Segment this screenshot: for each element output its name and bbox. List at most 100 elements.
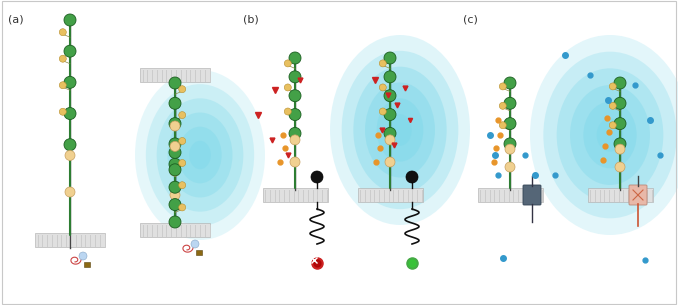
Circle shape (191, 240, 199, 248)
Ellipse shape (157, 98, 243, 212)
Circle shape (384, 127, 396, 139)
Circle shape (169, 158, 181, 170)
Bar (588, 188, 652, 202)
Text: (b): (b) (243, 14, 259, 24)
Circle shape (59, 29, 66, 36)
Circle shape (289, 127, 301, 139)
Circle shape (379, 108, 386, 115)
Ellipse shape (543, 52, 677, 218)
Ellipse shape (135, 70, 265, 240)
Bar (262, 188, 327, 202)
Circle shape (385, 157, 395, 167)
Circle shape (289, 71, 301, 83)
Circle shape (384, 90, 396, 102)
Circle shape (504, 97, 516, 109)
Circle shape (64, 14, 76, 26)
Ellipse shape (365, 82, 435, 178)
Circle shape (179, 86, 186, 93)
Circle shape (65, 150, 75, 160)
Circle shape (379, 84, 386, 91)
Circle shape (610, 102, 616, 109)
Circle shape (64, 45, 76, 57)
Circle shape (169, 146, 181, 158)
Circle shape (170, 121, 180, 131)
Circle shape (610, 122, 616, 129)
Circle shape (289, 109, 301, 120)
Circle shape (289, 90, 301, 102)
Circle shape (179, 112, 186, 119)
Circle shape (284, 84, 292, 91)
Circle shape (59, 82, 66, 89)
Circle shape (610, 83, 616, 90)
Circle shape (289, 52, 301, 64)
Circle shape (290, 135, 300, 145)
Circle shape (614, 97, 626, 109)
Circle shape (64, 139, 76, 151)
Circle shape (384, 109, 396, 120)
Ellipse shape (178, 127, 222, 183)
Ellipse shape (146, 84, 254, 226)
Circle shape (179, 138, 186, 145)
Circle shape (170, 190, 180, 200)
Circle shape (615, 162, 625, 172)
FancyBboxPatch shape (629, 185, 647, 205)
Ellipse shape (330, 35, 470, 225)
Ellipse shape (570, 85, 650, 185)
Ellipse shape (342, 51, 458, 209)
Circle shape (311, 171, 323, 183)
Circle shape (64, 76, 76, 88)
Circle shape (59, 55, 66, 62)
Circle shape (290, 157, 300, 167)
Circle shape (179, 204, 186, 211)
Bar (140, 223, 210, 237)
Bar (84, 262, 90, 267)
Circle shape (65, 187, 75, 197)
Ellipse shape (189, 141, 211, 169)
Circle shape (64, 108, 76, 120)
Circle shape (406, 171, 418, 183)
Circle shape (504, 118, 516, 130)
Bar (140, 68, 210, 82)
FancyBboxPatch shape (523, 185, 541, 205)
Circle shape (385, 135, 395, 145)
Ellipse shape (353, 67, 447, 193)
Text: (a): (a) (8, 14, 24, 24)
Circle shape (59, 108, 66, 115)
Bar (196, 250, 202, 255)
Circle shape (169, 97, 181, 109)
Circle shape (504, 77, 516, 89)
Circle shape (505, 144, 515, 154)
Circle shape (179, 160, 186, 167)
Circle shape (384, 52, 396, 64)
Ellipse shape (557, 68, 663, 202)
Circle shape (169, 216, 181, 228)
Circle shape (169, 77, 181, 89)
Circle shape (505, 162, 515, 172)
Ellipse shape (597, 118, 623, 152)
Circle shape (379, 60, 386, 67)
Circle shape (169, 199, 181, 210)
Ellipse shape (167, 113, 233, 198)
Circle shape (499, 83, 506, 90)
Circle shape (179, 182, 186, 189)
Circle shape (79, 252, 87, 260)
Circle shape (615, 144, 625, 154)
Circle shape (499, 102, 506, 109)
Circle shape (169, 164, 181, 176)
Circle shape (169, 118, 181, 130)
Circle shape (169, 138, 181, 150)
Circle shape (614, 77, 626, 89)
Circle shape (284, 108, 292, 115)
Circle shape (614, 138, 626, 150)
Ellipse shape (388, 114, 412, 146)
Circle shape (170, 142, 180, 151)
Bar (477, 188, 542, 202)
Bar (35, 233, 105, 247)
Circle shape (169, 181, 181, 193)
Circle shape (170, 166, 180, 176)
Circle shape (499, 122, 506, 129)
Text: (c): (c) (463, 14, 478, 24)
Ellipse shape (583, 102, 637, 168)
Ellipse shape (530, 35, 678, 235)
Bar (357, 188, 422, 202)
